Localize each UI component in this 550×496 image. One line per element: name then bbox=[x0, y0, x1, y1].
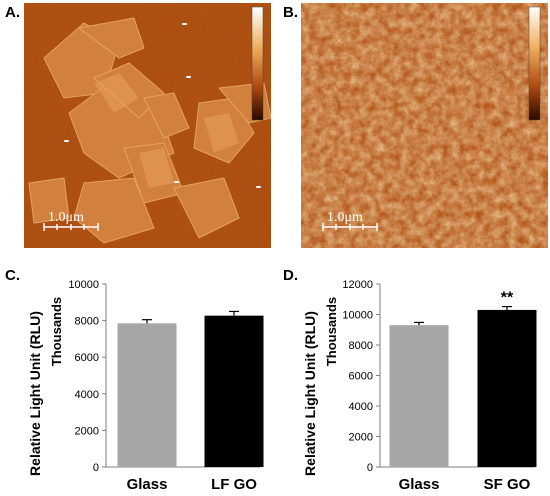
panel-label-a: A. bbox=[5, 4, 20, 21]
panel-label-c: C. bbox=[5, 267, 20, 284]
y-axis-unit: Thousands bbox=[324, 297, 339, 366]
category-label: Glass bbox=[399, 476, 440, 493]
y-tick-label: 6000 bbox=[75, 352, 99, 364]
y-tick-label: 0 bbox=[367, 462, 373, 474]
y-tick-label: 4000 bbox=[349, 401, 373, 413]
scale-bar-a bbox=[43, 223, 99, 231]
significance-label: ** bbox=[501, 290, 514, 307]
scale-bar-label-a: 1.0μm bbox=[48, 210, 84, 225]
category-label: LF GO bbox=[211, 476, 257, 493]
color-scale-bar-a bbox=[251, 6, 264, 121]
y-tick-label: 0 bbox=[93, 462, 99, 474]
panel-label-b: B. bbox=[283, 4, 298, 21]
y-axis-title: Relative Light Unit (RLU) bbox=[27, 311, 43, 476]
y-tick-label: 2000 bbox=[75, 425, 99, 437]
bar-chart-d: 0 2000 4000 6000 8000 10000 12000 Glass SF GO ** R… bbox=[302, 279, 537, 493]
bar-glass bbox=[117, 323, 177, 467]
y-tick-label: 2000 bbox=[349, 432, 373, 444]
y-axis-unit: Thousands bbox=[49, 297, 64, 366]
color-scale-bar-b bbox=[528, 6, 541, 121]
y-tick-label: 6000 bbox=[349, 371, 373, 383]
y-tick-label: 10000 bbox=[68, 279, 99, 291]
bar-go bbox=[477, 309, 537, 467]
y-axis-title: Relative Light Unit (RLU) bbox=[302, 311, 318, 476]
y-tick-label: 12000 bbox=[342, 279, 373, 291]
panel-label-d: D. bbox=[283, 267, 298, 284]
y-tick-label: 4000 bbox=[75, 389, 99, 401]
afm-image-lf-go: 1.0μm bbox=[24, 3, 271, 248]
y-tick-label: 8000 bbox=[349, 340, 373, 352]
y-tick-label: 10000 bbox=[342, 310, 373, 322]
bar-chart-c: 0 2000 4000 6000 8000 10000 Glass LF GO Relative… bbox=[27, 279, 264, 493]
bar-go bbox=[204, 315, 264, 467]
afm-image-sf-go: 1.0μm bbox=[301, 3, 548, 248]
scale-bar-b bbox=[322, 223, 378, 231]
scale-bar-label-b: 1.0μm bbox=[327, 210, 363, 225]
bar-glass bbox=[389, 325, 449, 467]
y-tick-label: 8000 bbox=[75, 316, 99, 328]
category-label: Glass bbox=[127, 476, 168, 493]
category-label: SF GO bbox=[484, 476, 531, 493]
